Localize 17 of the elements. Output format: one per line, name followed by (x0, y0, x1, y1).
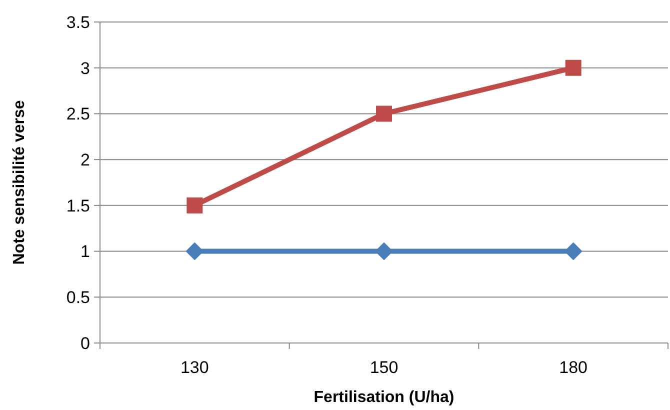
point (565, 60, 582, 76)
y-tick-label: 0.5 (66, 288, 90, 308)
point (186, 197, 203, 214)
y-tick-label: 2 (80, 150, 90, 170)
y-tick-label: 1 (80, 242, 90, 262)
y-tick-label: 3.5 (66, 12, 90, 32)
x-tick-label: 180 (559, 358, 588, 377)
point (376, 106, 392, 122)
y-tick-label: 3 (80, 58, 90, 78)
y-axis-title: Note sensibilité verse (11, 100, 28, 265)
x-axis-title: Fertilisation (U/ha) (314, 389, 454, 406)
y-tick-label: 1.5 (66, 196, 90, 216)
x-tick-label: 130 (180, 358, 209, 377)
y-tick-label: 0 (80, 334, 90, 353)
y-tick-label: 2.5 (66, 104, 90, 124)
x-tick-label: 150 (370, 358, 398, 377)
point (375, 242, 393, 260)
